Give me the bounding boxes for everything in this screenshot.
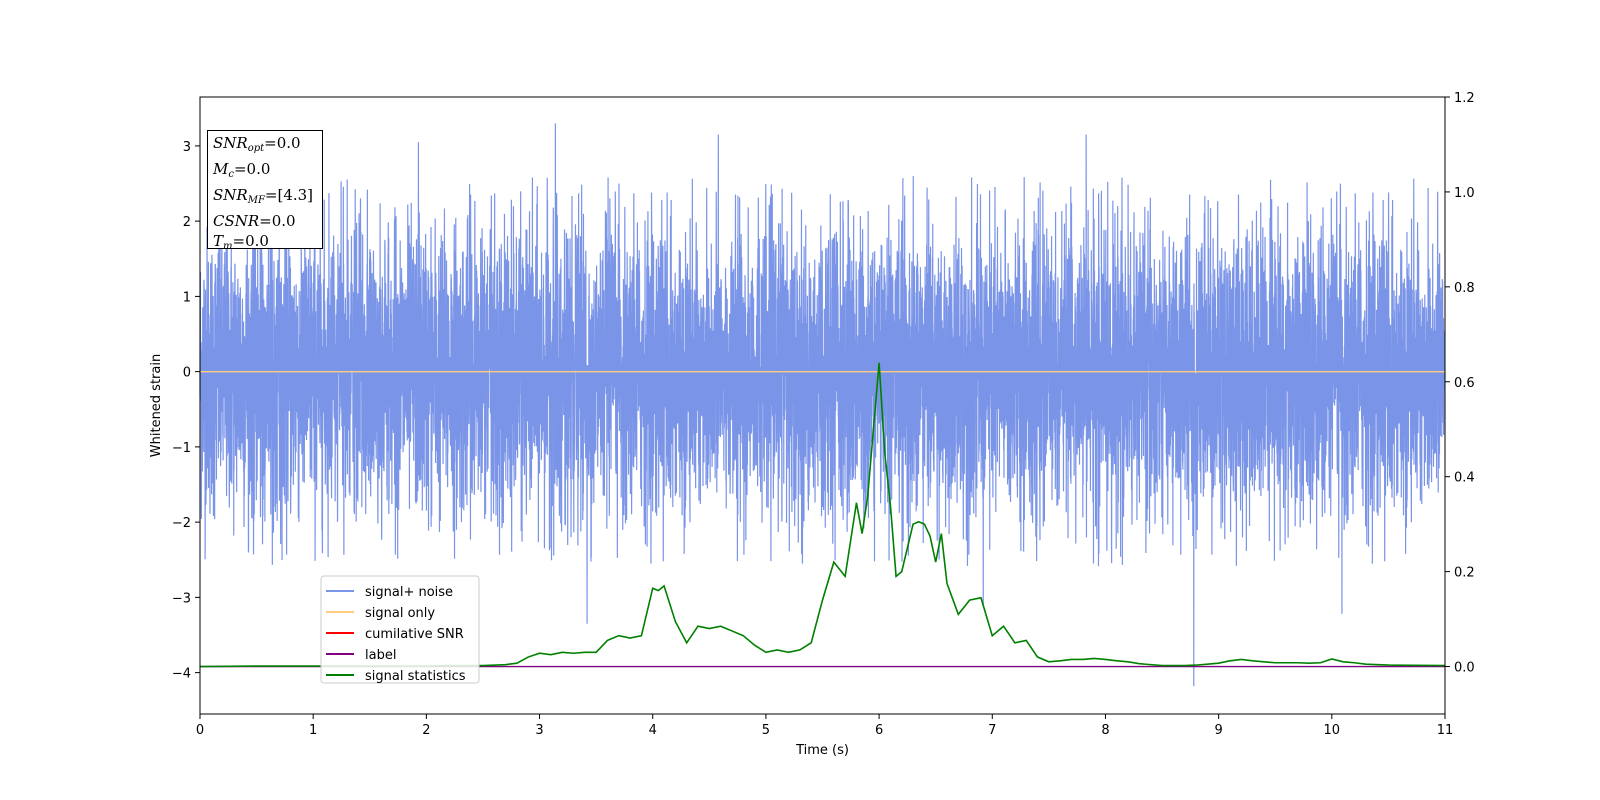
y-tick-label: 0 [183, 366, 191, 381]
x-tick-label: 10 [1324, 723, 1341, 738]
y2-tick-label: 1.0 [1454, 186, 1475, 201]
y2-tick-label: 0.2 [1454, 566, 1475, 581]
info-tm: Tm=0.0 [213, 232, 269, 252]
x-tick-label: 11 [1437, 723, 1454, 738]
y-tick-label: −1 [172, 441, 191, 456]
info-tm-value: 0.0 [245, 232, 269, 250]
x-tick-label: 7 [988, 723, 996, 738]
x-tick-label: 6 [875, 723, 883, 738]
legend-label: cumilative SNR [365, 627, 464, 642]
info-mc: Mc=0.0 [213, 160, 271, 180]
axes-frame [199, 96, 1446, 715]
info-mc-value: 0.0 [246, 160, 271, 178]
signal-statistics-line [199, 362, 1446, 668]
y-tick-label: −2 [172, 516, 191, 531]
legend: signal+ noise signal only cumilative SNR la… [320, 575, 480, 684]
x-tick-label: 5 [762, 723, 770, 738]
legend-label: signal only [365, 606, 435, 621]
y2-tick-label: 0.6 [1454, 376, 1475, 391]
x-tick-label: 3 [535, 723, 543, 738]
x-axis-label: Time (s) [795, 743, 849, 758]
y-tick-label: −4 [172, 667, 191, 682]
y2-tick-label: 0.8 [1454, 281, 1475, 296]
y2-tick-label: 1.2 [1454, 91, 1475, 106]
info-snr-opt-value: 0.0 [276, 134, 301, 152]
x-tick-label: 9 [1214, 723, 1222, 738]
info-csnr-value: 0.0 [271, 212, 296, 230]
y-axis-ticks: −4 −3 −2 −1 0 1 2 3 [172, 140, 200, 682]
y2-axis-ticks: 0.0 0.2 0.4 0.6 0.8 1.0 1.2 [1445, 91, 1475, 676]
x-axis-ticks: 0 1 2 3 4 5 6 7 8 9 10 11 [196, 714, 1453, 738]
y-tick-label: 3 [183, 140, 191, 155]
x-tick-label: 8 [1101, 723, 1109, 738]
y2-tick-label: 0.4 [1454, 471, 1475, 486]
x-tick-label: 4 [649, 723, 657, 738]
info-snr-mf: SNRMF=[4.3] [213, 186, 314, 206]
legend-label: signal statistics [365, 669, 466, 684]
x-tick-label: 2 [422, 723, 430, 738]
legend-box [320, 575, 480, 684]
x-tick-label: 0 [196, 723, 204, 738]
info-snr-mf-value: [4.3] [277, 186, 314, 204]
y2-tick-label: 0.0 [1454, 661, 1475, 676]
y-tick-label: −3 [172, 591, 191, 606]
y-axis-label: Whitened strain [149, 354, 164, 457]
y-tick-label: 1 [183, 290, 191, 305]
info-snr-opt: SNRopt=0.0 [213, 134, 301, 154]
legend-label: signal+ noise [365, 585, 453, 600]
info-csnr: CSNR=0.0 [213, 212, 296, 230]
legend-label: label [365, 648, 396, 663]
x-tick-label: 1 [309, 723, 317, 738]
y-tick-label: 2 [183, 215, 191, 230]
info-box: SNRopt=0.0 Mc=0.0 SNRMF=[4.3] CSNR=0.0 T… [207, 130, 323, 252]
